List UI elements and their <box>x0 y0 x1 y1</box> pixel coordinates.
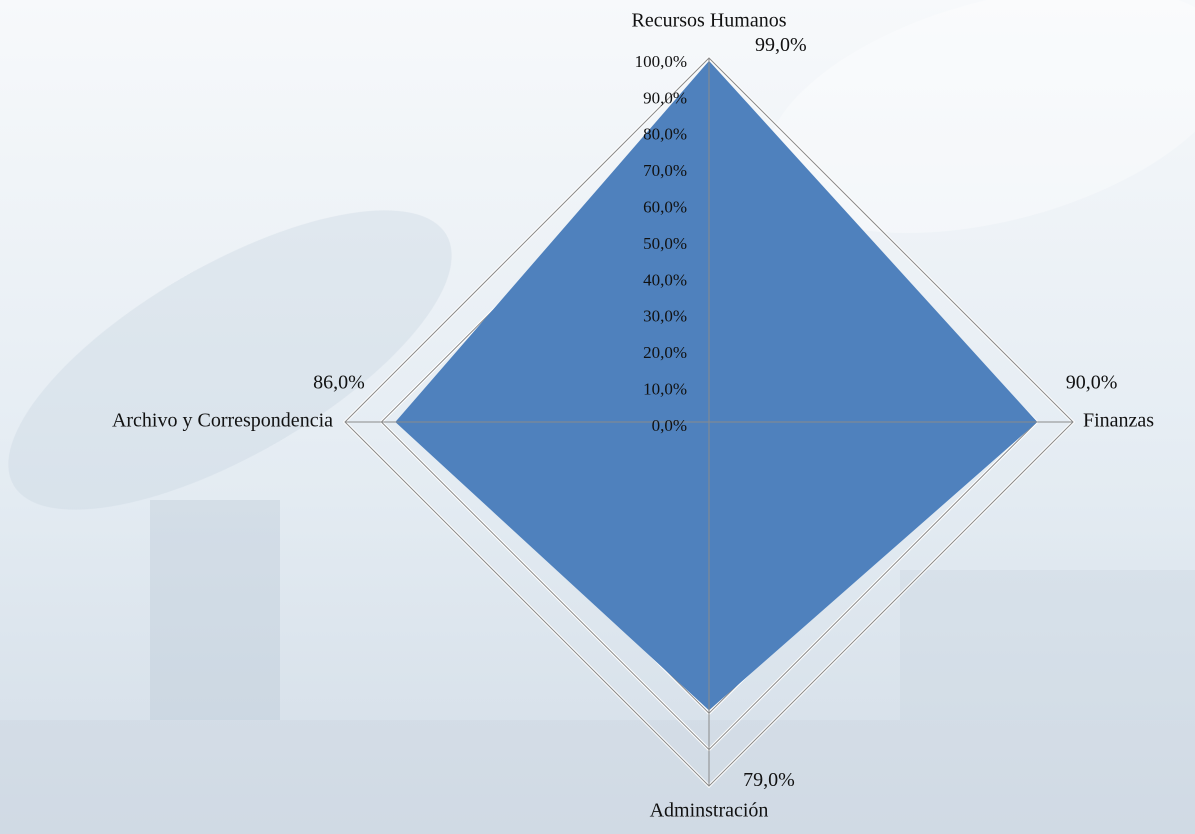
r-tick-label: 40,0% <box>643 270 687 289</box>
r-tick-label: 30,0% <box>643 307 687 326</box>
data-label: 86,0% <box>313 372 365 394</box>
r-tick-label: 50,0% <box>643 234 687 253</box>
category-label: Finanzas <box>1083 410 1154 432</box>
data-label: 99,0% <box>755 34 807 56</box>
category-label: Adminstración <box>650 800 769 822</box>
r-tick-label: 0,0% <box>652 416 687 435</box>
data-label: 90,0% <box>1066 372 1118 394</box>
category-label: Archivo y Correspondencia <box>112 410 333 432</box>
data-label: 79,0% <box>743 769 795 791</box>
category-label: Recursos Humanos <box>632 10 787 32</box>
r-tick-label: 20,0% <box>643 343 687 362</box>
r-tick-label: 100,0% <box>635 52 687 71</box>
r-tick-label: 90,0% <box>643 88 687 107</box>
r-tick-label: 80,0% <box>643 125 687 144</box>
r-tick-label: 60,0% <box>643 198 687 217</box>
r-tick-label: 10,0% <box>643 380 687 399</box>
r-tick-label: 70,0% <box>643 161 687 180</box>
